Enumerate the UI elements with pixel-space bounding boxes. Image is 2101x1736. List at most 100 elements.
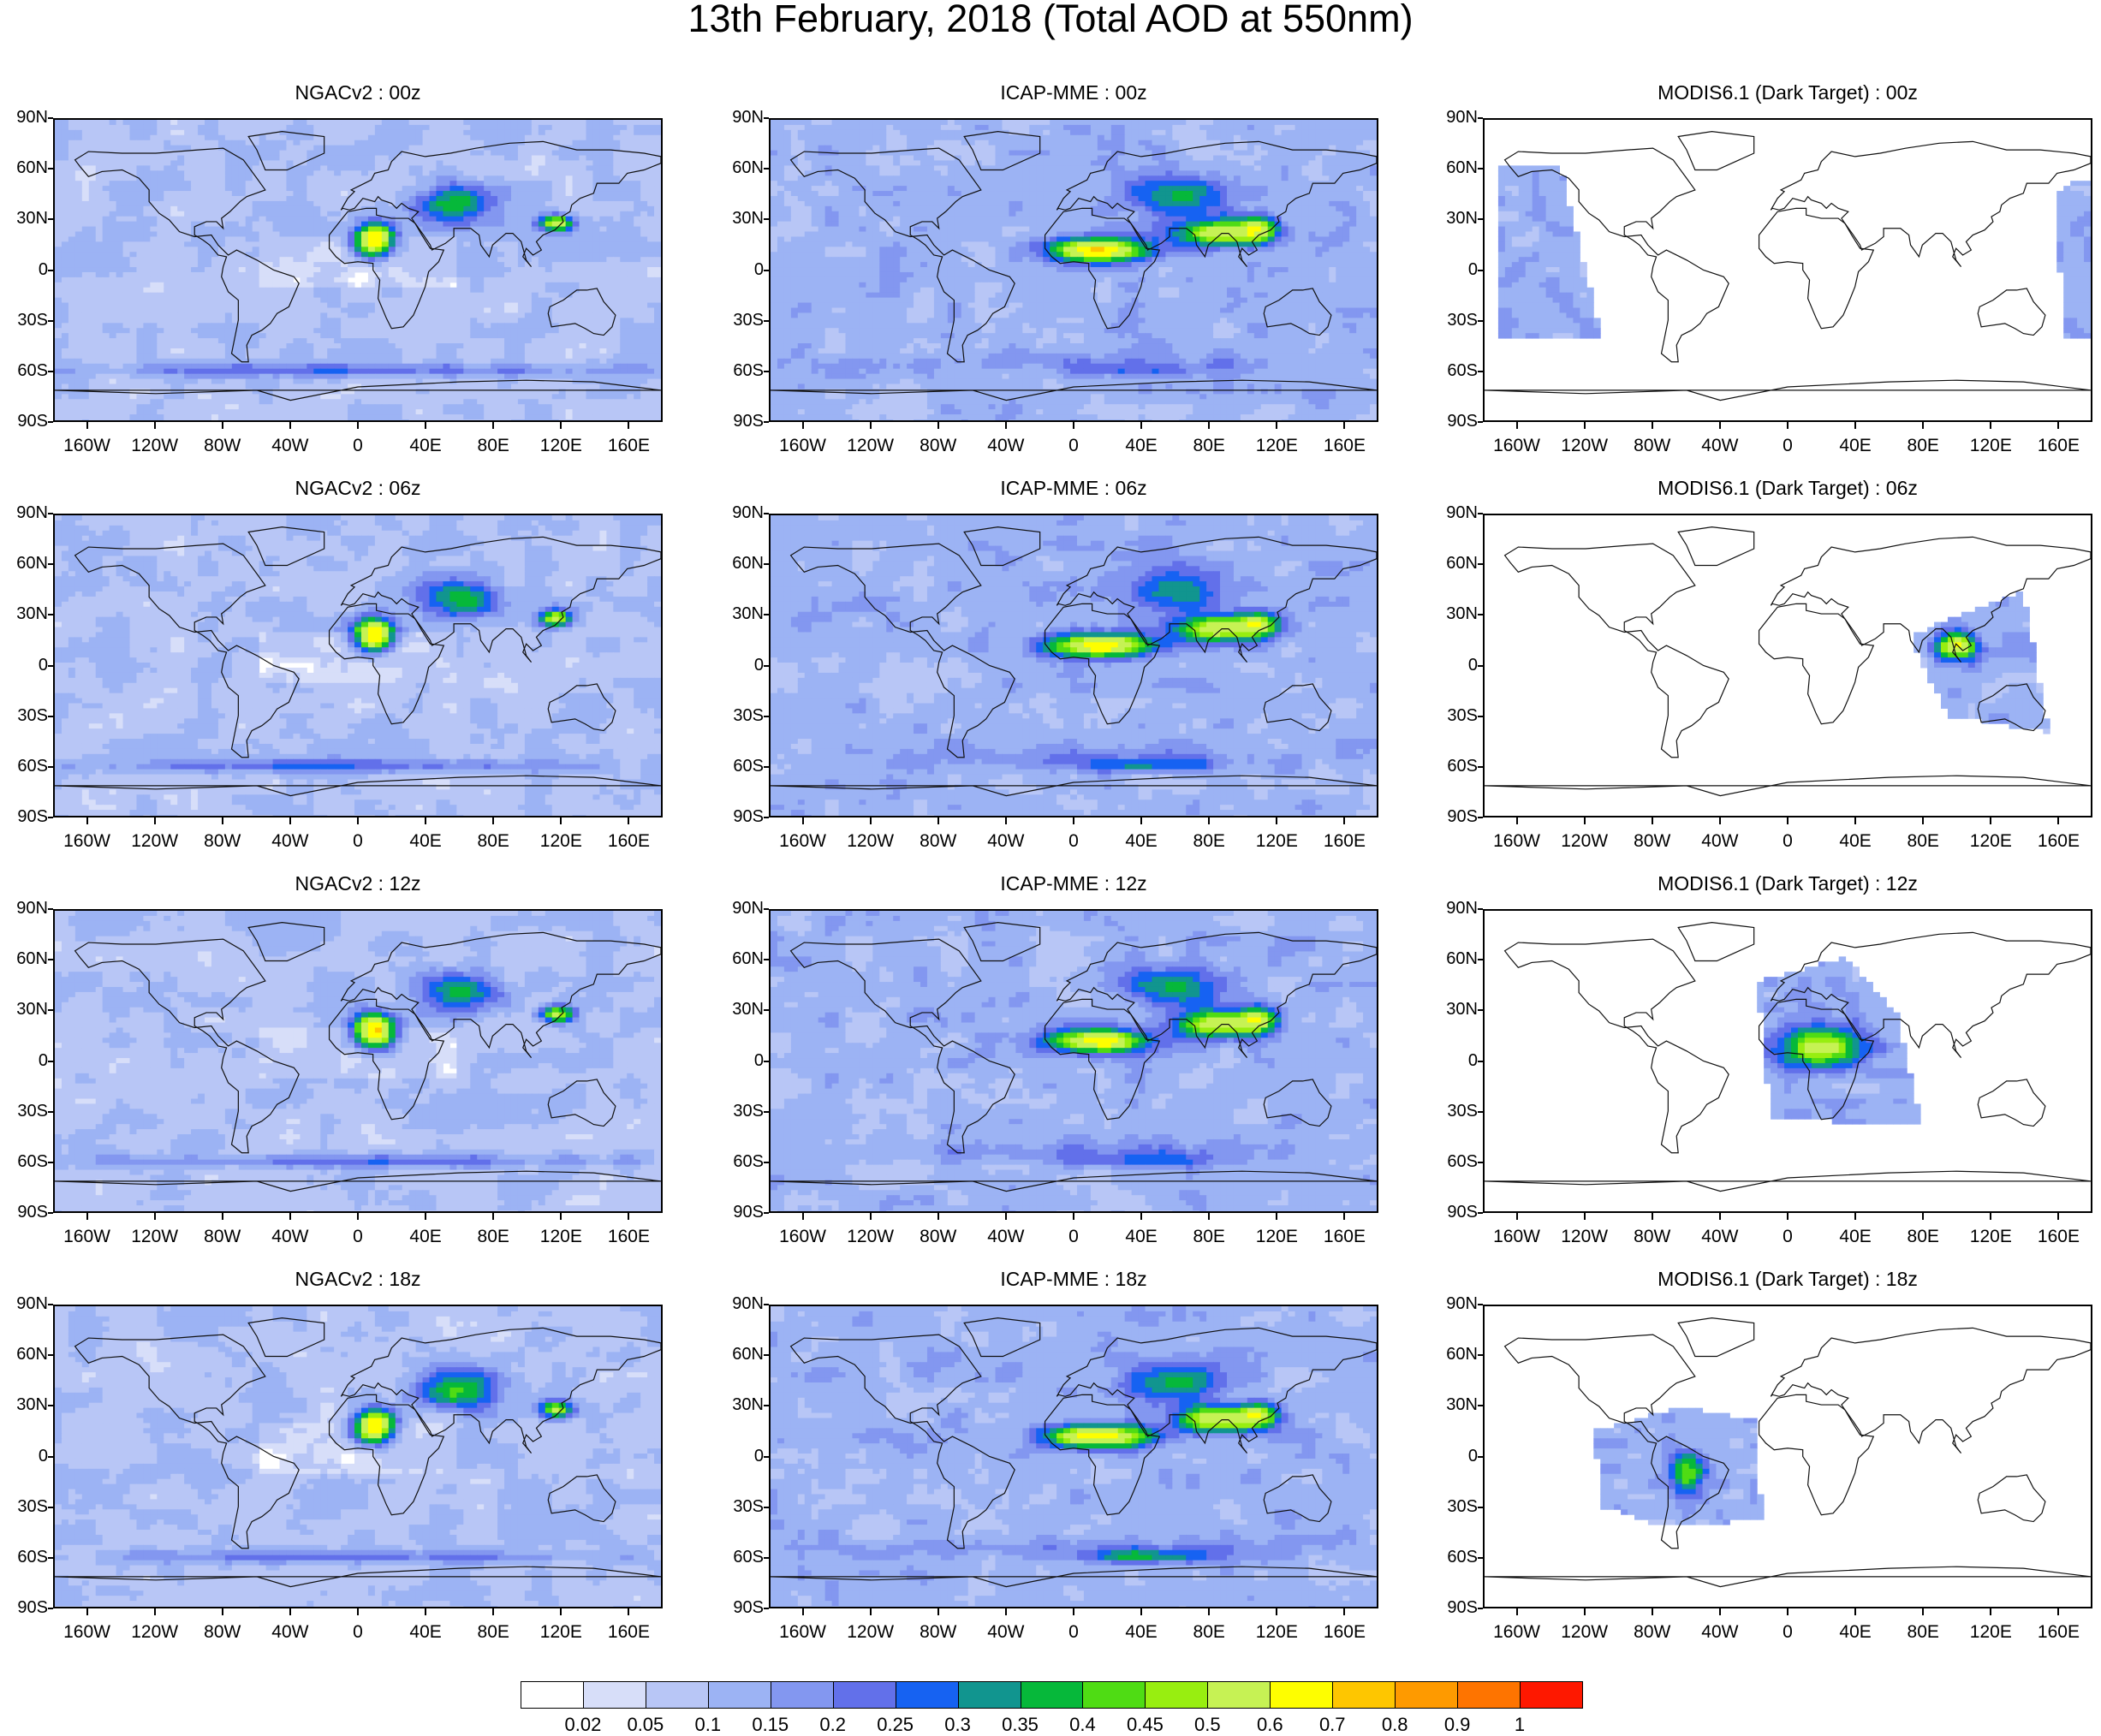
panel-title: NGACv2 : 12z xyxy=(53,872,663,895)
aod-colorbar xyxy=(521,1681,1582,1709)
lon-tick xyxy=(1343,422,1345,429)
lat-label: 60N xyxy=(716,1345,764,1364)
lat-tick xyxy=(1478,513,1483,514)
colorbar-swatch xyxy=(1270,1681,1333,1709)
lon-tick xyxy=(1005,1608,1007,1615)
lon-label: 120E xyxy=(1956,436,2025,456)
coastline xyxy=(1771,141,2091,266)
lon-tick xyxy=(1719,1608,1721,1615)
lon-label: 40E xyxy=(391,1622,460,1643)
lon-tick xyxy=(1922,1608,1924,1615)
lon-tick xyxy=(222,1608,223,1615)
lon-tick xyxy=(1787,817,1789,824)
lat-label: 30N xyxy=(1430,1000,1478,1020)
lon-label: 160E xyxy=(2024,831,2092,852)
map-frame xyxy=(1483,1305,2092,1608)
lon-tick xyxy=(628,1213,629,1220)
lat-label: 90S xyxy=(1430,412,1478,431)
lat-label: 30S xyxy=(716,706,764,726)
panel-title: MODIS6.1 (Dark Target) : 06z xyxy=(1483,477,2092,500)
lon-tick xyxy=(425,1213,426,1220)
lat-tick xyxy=(764,563,769,565)
lon-label: 120E xyxy=(1956,831,2025,852)
lat-label: 0 xyxy=(1430,1051,1478,1071)
colorbar-label: 0.45 xyxy=(1119,1714,1170,1736)
colorbar-label: 0.05 xyxy=(620,1714,671,1736)
lon-label: 80E xyxy=(1175,436,1243,456)
coastline xyxy=(1759,603,1874,723)
lon-label: 40W xyxy=(1686,436,1754,456)
lat-tick xyxy=(764,1162,769,1163)
lon-tick xyxy=(1276,1213,1277,1220)
lon-label: 40E xyxy=(1107,1227,1175,1247)
colorbar-swatch xyxy=(1395,1681,1458,1709)
lon-tick xyxy=(1208,1213,1210,1220)
lat-label: 0 xyxy=(716,1051,764,1071)
lon-label: 40W xyxy=(972,1227,1040,1247)
lon-tick xyxy=(357,1213,359,1220)
lon-tick xyxy=(1073,422,1074,429)
lat-label: 30S xyxy=(716,311,764,330)
coastline xyxy=(1678,1318,1754,1357)
lon-label: 120W xyxy=(1550,831,1619,852)
lat-label: 0 xyxy=(716,1447,764,1466)
lat-tick xyxy=(48,908,53,910)
colorbar-label: 0.8 xyxy=(1369,1714,1420,1736)
lon-label: 80E xyxy=(459,831,527,852)
lon-label: 80W xyxy=(188,1622,257,1643)
lat-label: 30N xyxy=(1430,209,1478,229)
lon-label: 0 xyxy=(1039,1227,1108,1247)
lon-label: 120W xyxy=(1550,436,1619,456)
lon-tick xyxy=(425,422,426,429)
lat-tick xyxy=(764,665,769,667)
coastline xyxy=(1505,939,1729,1153)
lat-tick xyxy=(1478,421,1483,423)
lon-label: 80E xyxy=(1175,1622,1243,1643)
lat-label: 90S xyxy=(716,1598,764,1618)
lon-tick xyxy=(357,817,359,824)
lat-tick xyxy=(764,1557,769,1559)
lon-tick xyxy=(1652,1608,1653,1615)
lon-label: 40E xyxy=(1821,1622,1890,1643)
lon-tick xyxy=(222,1213,223,1220)
lon-tick xyxy=(1990,422,1991,429)
lon-label: 0 xyxy=(324,1622,392,1643)
lat-tick xyxy=(764,766,769,768)
panel-title: ICAP-MME : 06z xyxy=(769,477,1378,500)
lon-tick xyxy=(628,422,629,429)
lon-tick xyxy=(870,1213,872,1220)
lat-label: 0 xyxy=(0,1447,48,1466)
lat-label: 90N xyxy=(716,503,764,523)
colorbar-label: 0.25 xyxy=(870,1714,921,1736)
lon-label: 80E xyxy=(1889,1622,1957,1643)
lon-label: 160E xyxy=(1310,436,1378,456)
lon-label: 80E xyxy=(459,436,527,456)
lat-tick xyxy=(764,1608,769,1609)
lat-tick xyxy=(48,1111,53,1113)
aod-field xyxy=(771,1306,1377,1607)
lat-tick xyxy=(1478,1162,1483,1163)
lat-tick xyxy=(764,117,769,119)
lon-label: 80E xyxy=(1889,436,1957,456)
lon-label: 40W xyxy=(1686,1227,1754,1247)
lat-tick xyxy=(1478,1061,1483,1062)
lon-label: 0 xyxy=(324,1227,392,1247)
lon-tick xyxy=(1787,1608,1789,1615)
lat-label: 0 xyxy=(1430,656,1478,675)
lat-tick xyxy=(48,766,53,768)
lat-label: 90S xyxy=(0,412,48,431)
lat-label: 30N xyxy=(1430,1395,1478,1415)
lat-tick xyxy=(48,168,53,169)
lon-tick xyxy=(1140,1213,1142,1220)
lon-label: 160E xyxy=(594,1227,663,1247)
lon-label: 120W xyxy=(836,436,905,456)
lon-label: 120W xyxy=(121,1227,189,1247)
lon-label: 160W xyxy=(769,831,837,852)
lon-tick xyxy=(1854,817,1856,824)
lat-tick xyxy=(1478,1304,1483,1305)
lon-tick xyxy=(870,1608,872,1615)
lon-tick xyxy=(425,817,426,824)
lat-label: 30N xyxy=(0,209,48,229)
lon-tick xyxy=(1005,817,1007,824)
coastline xyxy=(1485,776,2091,795)
